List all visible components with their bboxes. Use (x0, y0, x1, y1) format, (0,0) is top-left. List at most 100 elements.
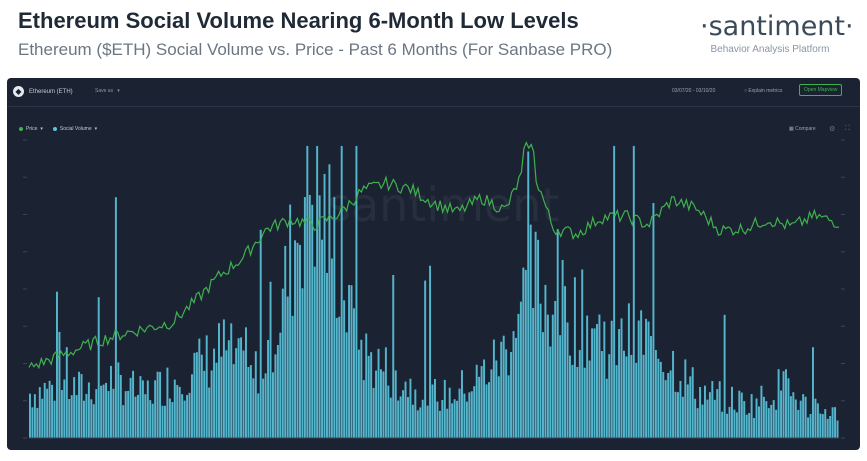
social-volume-bar (797, 409, 800, 438)
social-volume-bar (323, 173, 326, 438)
social-volume-bar (230, 323, 233, 438)
social-volume-bar (188, 392, 191, 438)
social-volume-bar (468, 392, 471, 438)
social-volume-bar (556, 229, 559, 438)
social-volume-bar (291, 315, 294, 438)
social-volume-bar (652, 203, 655, 438)
legend-item-price[interactable]: Price ▾ (19, 126, 43, 132)
social-volume-bar (254, 351, 257, 438)
social-volume-bar (674, 391, 677, 438)
social-volume-bar (146, 380, 149, 438)
settings-icon[interactable]: ⚙ (829, 126, 836, 133)
explain-metrics-toggle[interactable]: ○ Explain metrics (744, 88, 782, 94)
volume-dot-icon (52, 127, 57, 131)
social-volume-bar (684, 359, 687, 438)
date-range-picker[interactable]: 03/07/20 - 03/10/20 (672, 88, 716, 94)
social-volume-bar (318, 195, 321, 438)
social-volume-bar (252, 378, 255, 438)
social-volume-bar (718, 381, 721, 438)
social-volume-bar (416, 410, 419, 438)
social-volume-bar (240, 337, 243, 438)
asset-selector[interactable]: ◆ Ethereum (ETH) (13, 86, 73, 97)
social-volume-bar (681, 396, 684, 438)
social-volume-bar (704, 385, 706, 438)
compare-icon: ▦ (789, 126, 796, 132)
social-volume-bar (419, 407, 422, 438)
save-as-button[interactable]: Save as ▾ (95, 88, 120, 94)
social-volume-bar (743, 401, 746, 438)
social-volume-bar (53, 400, 56, 438)
social-volume-bar (627, 303, 630, 438)
open-mapview-button[interactable]: Open Mapview (799, 84, 843, 96)
social-volume-bar (635, 362, 638, 438)
social-volume-bar (814, 398, 817, 438)
social-volume-bar (831, 407, 834, 438)
social-volume-bar (542, 332, 544, 438)
fullscreen-icon[interactable]: ⛶ (845, 125, 850, 132)
legend-item-social-volume[interactable]: Social Volume ▾ (52, 126, 97, 132)
social-volume-bar (654, 350, 657, 438)
social-volume-bar (269, 281, 272, 438)
social-volume-bar (156, 371, 159, 438)
social-volume-bar (799, 400, 802, 438)
social-volume-bar (782, 371, 785, 438)
social-volume-bar (141, 380, 144, 438)
social-volume-bar (176, 384, 179, 438)
social-volume-bar (480, 366, 483, 438)
social-volume-bar (566, 322, 569, 438)
social-volume-bar (296, 242, 299, 438)
social-volume-bar (706, 399, 709, 438)
social-volume-bar (625, 356, 628, 438)
social-volume-bar (780, 390, 783, 438)
social-volume-bar (259, 229, 262, 438)
social-volume-bar (691, 367, 694, 438)
social-volume-bar (137, 394, 139, 438)
social-volume-bar (438, 410, 441, 438)
social-volume-bar (75, 395, 78, 438)
social-volume-bar (426, 405, 429, 438)
social-volume-bar (608, 354, 611, 438)
social-volume-bar (63, 379, 66, 438)
social-volume-bar (365, 333, 368, 438)
compare-button[interactable]: ▦ Compare (789, 126, 816, 132)
social-volume-series (29, 145, 839, 438)
social-volume-bar (591, 328, 594, 438)
social-volume-bar (738, 390, 741, 438)
social-volume-bar (124, 391, 127, 438)
social-volume-bar (60, 390, 63, 438)
social-volume-bar (424, 280, 427, 438)
social-volume-bar (721, 411, 724, 438)
legend-price-label: Price (26, 126, 38, 132)
social-volume-bar (367, 355, 370, 438)
social-volume-bar (191, 374, 193, 438)
social-volume-bar (745, 414, 748, 438)
social-volume-bar (149, 400, 152, 438)
social-volume-bar (492, 339, 495, 438)
social-volume-bar (807, 417, 810, 438)
social-volume-bar (382, 371, 385, 438)
social-volume-bar (598, 314, 601, 438)
social-volume-bar (605, 378, 608, 438)
social-volume-bar (321, 239, 324, 438)
social-volume-bar (824, 409, 827, 438)
social-volume-bar (102, 384, 105, 438)
social-volume-bar (564, 286, 567, 438)
social-volume-bar (377, 348, 380, 438)
social-volume-bar (546, 314, 549, 438)
social-volume-bar (446, 408, 449, 438)
social-volume-bar (834, 407, 837, 438)
social-volume-bar (586, 315, 589, 438)
social-volume-bar (208, 387, 211, 438)
social-volume-bar (267, 339, 270, 438)
social-volume-bar (829, 416, 832, 438)
social-volume-bar (350, 285, 353, 438)
social-volume-bar (181, 394, 184, 438)
social-volume-bar (787, 378, 790, 438)
social-volume-bar (164, 405, 166, 438)
social-volume-bar (112, 388, 115, 438)
social-volume-bar (411, 404, 414, 438)
social-volume-bar (431, 384, 434, 438)
social-volume-bar (650, 336, 652, 438)
page-headline: Ethereum Social Volume Nearing 6-Month L… (18, 8, 579, 33)
social-volume-bar (534, 231, 537, 438)
